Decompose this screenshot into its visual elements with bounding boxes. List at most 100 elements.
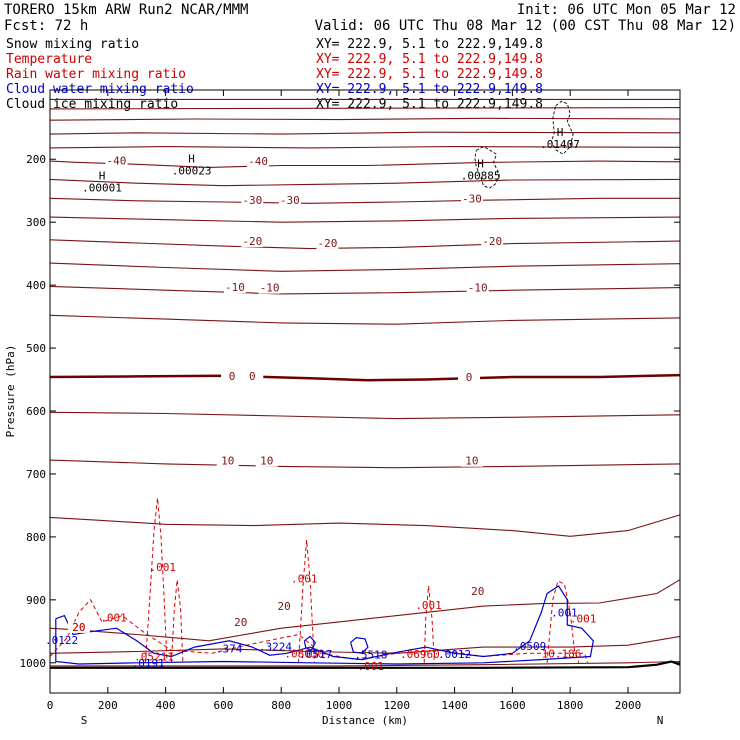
label-mask xyxy=(466,586,489,598)
x-tick-label: 400 xyxy=(156,699,176,712)
y-axis-label: Pressure (hPa) xyxy=(4,345,17,438)
ice-max-marker: H xyxy=(477,157,484,170)
cloud-water-contour xyxy=(350,636,369,654)
label-mask xyxy=(241,195,264,207)
cloud-water-layer xyxy=(55,585,594,665)
legend-coordinates: XY= 222.9, 5.1 to 222.9,149.8 xyxy=(316,52,543,67)
temperature-label: 20 xyxy=(72,621,85,634)
ice-contour xyxy=(474,146,500,189)
zero-isotherm xyxy=(49,373,681,382)
y-tick-label: 700 xyxy=(26,468,46,481)
rain-contour xyxy=(546,580,580,663)
ice-max-value: .01407 xyxy=(540,138,580,151)
x-axis-label: Distance (km) xyxy=(322,714,408,727)
isotherm-line xyxy=(49,239,681,250)
label-mask xyxy=(105,155,128,167)
model-title: TORERO 15km ARW Run2 NCAR/MMM xyxy=(4,2,248,18)
temperature-label: -40 xyxy=(107,154,127,167)
isotherm-line xyxy=(49,411,681,420)
label-mask xyxy=(278,195,301,207)
south-label: S xyxy=(81,714,88,727)
temperature-label: 10 xyxy=(465,455,478,468)
label-mask xyxy=(67,621,90,633)
north-label: N xyxy=(657,714,664,727)
y-tick-label: 600 xyxy=(26,405,46,418)
isotherm-line xyxy=(49,178,681,187)
y-tick-label: 1000 xyxy=(20,657,47,670)
temperature-label: 0 xyxy=(229,370,236,383)
temperature-label: -10 xyxy=(468,282,488,295)
isotherm-layer xyxy=(49,98,681,667)
x-tick-label: 1200 xyxy=(384,699,411,712)
rain-contour xyxy=(170,579,184,663)
label-mask xyxy=(221,370,244,382)
ice-max-marker: H xyxy=(99,169,106,182)
rain-max-value: .001 xyxy=(358,660,385,673)
y-tick-label: 800 xyxy=(26,531,46,544)
y-tick-label: 300 xyxy=(26,216,46,229)
isotherm-line xyxy=(49,146,681,149)
forecast-hour: Fcst: 72 h xyxy=(4,18,88,34)
label-mask xyxy=(241,370,264,382)
cloud-max-value: .3224 xyxy=(259,640,292,653)
rain-max-value: .001 xyxy=(570,613,597,626)
label-mask xyxy=(458,372,481,384)
cloud-max-value: .5518 xyxy=(354,649,387,662)
temperature-label: -30 xyxy=(462,192,482,205)
axes: 0 200 400 600 800 1000 1200 1400 1600 1800 2000200… xyxy=(20,90,680,712)
rain-max-value: 20 xyxy=(72,621,85,634)
temperature-label: -10 xyxy=(260,282,280,295)
ice-contour xyxy=(550,100,574,155)
x-tick-label: 600 xyxy=(213,699,233,712)
legend-coordinates: XY= 222.9, 5.1 to 222.9,149.8 xyxy=(316,67,543,82)
rain-max-value: .06960 xyxy=(400,648,440,661)
label-mask xyxy=(247,156,270,168)
legend-label: Temperature xyxy=(6,52,92,67)
temperature-label: -30 xyxy=(242,194,262,207)
legend: Snow mixing ratio XY= 222.9, 5.1 to 222.9… xyxy=(6,37,543,112)
cloud-max-value: .374 xyxy=(216,642,243,655)
rain-max-value: .001 xyxy=(291,572,318,585)
terrain-layer xyxy=(50,660,681,669)
terrain-line xyxy=(50,660,681,669)
cloud-max-value: .0122 xyxy=(45,634,78,647)
isotherm-line xyxy=(49,514,681,537)
label-mask xyxy=(258,282,281,294)
temperature-label: -20 xyxy=(482,235,502,248)
x-tick-label: 1400 xyxy=(441,699,468,712)
isotherm-line xyxy=(49,262,681,272)
ice-max-value: .00023 xyxy=(172,164,212,177)
x-tick-label: 800 xyxy=(271,699,291,712)
isotherm-line xyxy=(49,579,681,642)
rain-max-value: .001 xyxy=(415,599,442,612)
temperature-label: -30 xyxy=(280,194,300,207)
temperature-label: 10 xyxy=(221,455,234,468)
ice-max-marker: H xyxy=(188,152,195,165)
isotherm-line xyxy=(50,660,681,667)
isotherm-line xyxy=(49,160,681,168)
temperature-label: 0 xyxy=(249,370,256,383)
cloud-water-contour xyxy=(303,635,317,651)
label-mask xyxy=(481,236,504,248)
rain-max-value: .08030 xyxy=(284,647,324,660)
isotherm-line xyxy=(49,117,681,121)
label-mask xyxy=(460,455,483,467)
temperature-label: 0 xyxy=(466,371,473,384)
label-mask xyxy=(466,282,489,294)
temperature-label: 10 xyxy=(260,455,273,468)
y-tick-label: 900 xyxy=(26,594,46,607)
x-tick-label: 1800 xyxy=(557,699,584,712)
y-tick-label: 200 xyxy=(26,153,46,166)
isotherm-line xyxy=(49,216,681,223)
label-mask xyxy=(255,455,278,467)
isotherm-line xyxy=(49,107,681,110)
label-mask xyxy=(229,616,252,628)
isotherm-line xyxy=(49,635,681,654)
isotherm-line xyxy=(49,314,681,325)
label-layer: -40 -40-30 -30 -30-20 -20 -20-10 -10 -100 0 010 10… xyxy=(45,126,596,673)
cloud-water-contour xyxy=(55,585,594,665)
header: TORERO 15km ARW Run2 NCAR/MMM Init: 06 U… xyxy=(4,2,736,34)
rain-max-value: .001 xyxy=(149,561,176,574)
temperature-label: -20 xyxy=(242,235,262,248)
